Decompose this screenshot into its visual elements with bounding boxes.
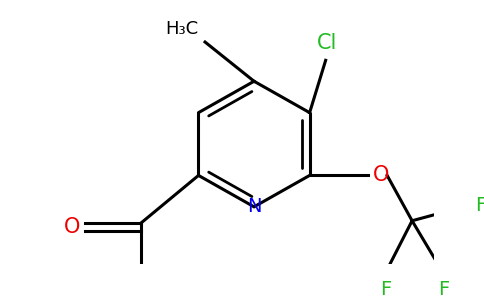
Text: O: O (373, 165, 389, 185)
Text: F: F (380, 280, 391, 299)
Text: O: O (63, 217, 80, 237)
Text: N: N (247, 197, 261, 216)
Text: F: F (438, 280, 449, 299)
Text: F: F (475, 196, 484, 214)
Text: H₃C: H₃C (165, 20, 198, 38)
Text: Cl: Cl (317, 33, 338, 53)
